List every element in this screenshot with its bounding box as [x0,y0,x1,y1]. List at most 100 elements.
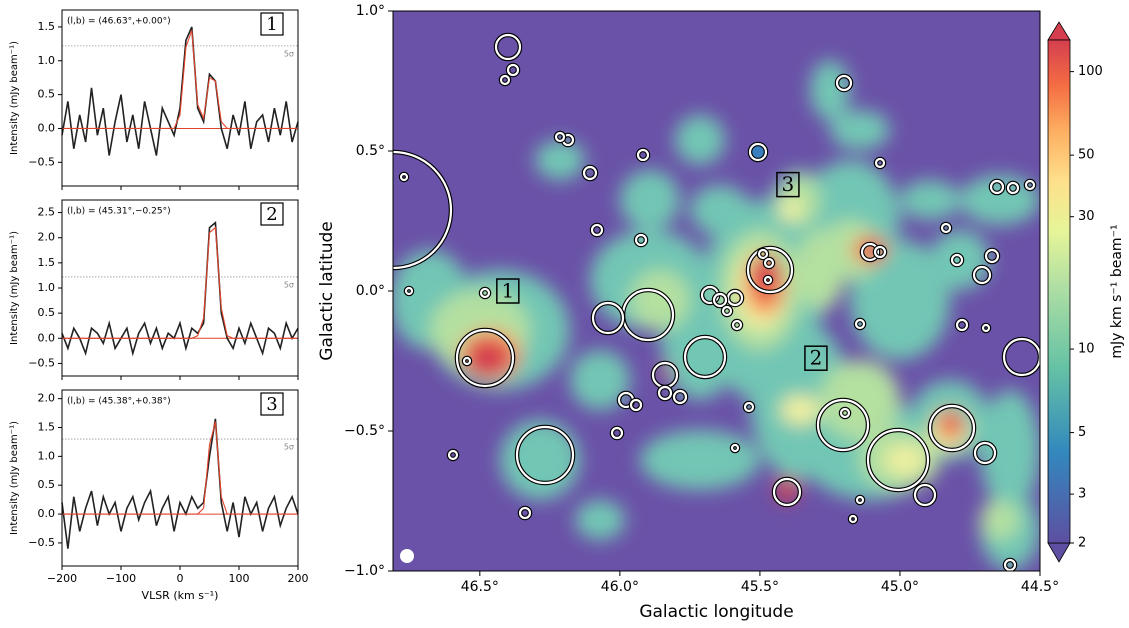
aperture [873,245,887,259]
panel-label-box [260,392,284,416]
y-tick-label: 1.0° [356,3,385,19]
coords: (l,b) = (45.38°,+0.38°) [67,397,171,407]
emission-blob [850,240,950,360]
aperture [447,449,459,461]
panel-label: 3 [266,394,277,415]
colorbar-tick-label: 2 [1078,536,1086,551]
fit-line [62,30,298,130]
x-tick-label: 45.0° [881,579,919,595]
emission-blob [885,445,925,475]
aperture [973,441,997,465]
x-tick-label: −200 [47,572,77,585]
y-tick-label: −0.5 [28,155,55,168]
emission-blob [640,430,760,490]
aperture [404,286,414,296]
emission-blob [659,366,671,378]
y-tick-label: −1.0° [344,563,385,579]
x-tick-label: −100 [106,572,136,585]
aperture [950,253,964,267]
aperture [743,401,755,413]
y-axis-label: Intensity (mJy beam⁻¹) [9,231,20,345]
aperture [730,443,740,453]
panel-frame [61,199,299,377]
aperture [479,287,491,299]
y-tick-label: −0.5° [344,423,385,439]
aperture [494,33,522,61]
emission-blob [780,395,820,425]
x-axis-label: VLSR (km s⁻¹) [142,589,219,602]
aperture [582,165,598,181]
aperture [554,131,566,143]
aperture [712,292,728,308]
emission-blob [947,415,963,435]
colorbar-tick-label: 10 [1078,342,1095,357]
aperture [634,233,648,247]
emission-blob [820,360,900,440]
emission-blob [690,185,750,235]
y-tick-label: 1.0 [38,449,56,462]
aperture [629,398,643,412]
y-tick-label: 0.5 [38,478,56,491]
x-tick-label: 46.0° [601,579,639,595]
aperture [1024,179,1036,191]
x-axis-label: Galactic longitude [639,602,793,622]
colorbar-extend-top [1047,21,1071,41]
threshold-label: 5σ [284,443,294,452]
x-tick-label: 200 [288,572,309,585]
y-tick-label: 0.5 [38,88,56,101]
emission-blob [775,478,799,502]
y-tick-label: 0.0 [38,331,56,344]
y-tick-label: 1.5 [38,256,56,269]
emission-blob [620,170,680,230]
y-tick-label: 0.0 [38,507,56,520]
aperture [835,74,853,92]
aperture [984,248,1000,264]
y-tick-label: 1.0 [38,281,56,294]
aperture [610,426,624,440]
aperture [940,222,952,234]
colorbar-tick-label: 5 [1078,425,1086,440]
y-tick-label: 1.0 [38,54,56,67]
y-tick-label: −0.5 [28,536,55,549]
y-tick-label: 2.0 [38,231,56,244]
aperture [972,265,992,285]
x-tick-label: 45.5° [741,579,779,595]
emission-blob [830,110,890,150]
aperture [816,398,870,452]
aperture [955,318,969,332]
aperture [757,248,769,260]
annotation-box [804,345,828,371]
panel-label-box [260,12,284,36]
aperture [506,63,520,77]
y-tick-label: 2.5 [38,206,56,219]
emission-blob [630,270,690,330]
aperture [855,495,865,505]
x-tick-label: 0 [177,572,184,585]
aperture [455,328,515,388]
emission-blob [778,198,802,222]
annotation-box [776,171,800,198]
aperture [393,150,453,270]
colorbar-tick-label: 100 [1078,64,1103,79]
threshold-label: 5σ [284,49,294,58]
aperture [874,157,886,169]
aperture [399,172,409,182]
map-image [393,11,1040,571]
y-axis-label: Intensity (mJy beam⁻¹) [9,41,20,155]
aperture [499,74,511,86]
coords: (l,b) = (46.63°,+0.00°) [67,17,171,27]
beam [400,549,414,563]
x-tick-label: 100 [229,572,250,585]
aperture [462,356,472,366]
aperture [854,318,866,330]
emission-blob [500,420,580,500]
y-tick-label: 2.0 [38,392,56,405]
y-axis-label: Intensity (mJy beam⁻¹) [9,421,20,535]
panel-label: 1 [266,14,277,35]
aperture [731,319,743,331]
aperture [913,483,937,507]
emission-blob [570,350,630,410]
spectrum [61,220,299,357]
emission-blob [980,390,1040,510]
